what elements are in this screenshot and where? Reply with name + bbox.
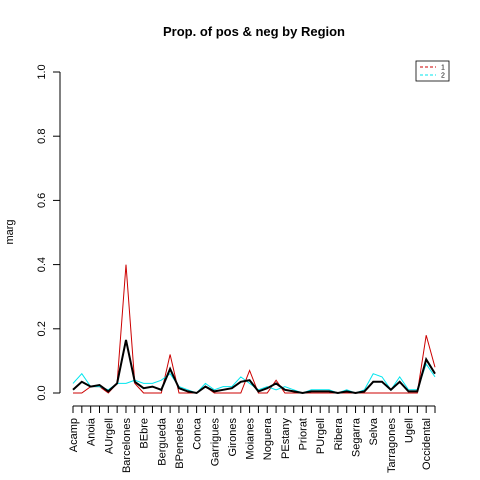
y-tick-label: 0.2 (36, 321, 48, 336)
x-axis: Acamp Anoia AUrgell Barcelones BEbre Bergueda… (68, 405, 436, 474)
x-tick-label: Ribera (333, 417, 345, 450)
x-tick-label: Noguera (262, 417, 274, 460)
x-tick-label: Ugell (404, 418, 416, 443)
y-axis: 0.0 0.2 0.4 0.6 0.8 1.0 (36, 64, 61, 401)
legend-label: 1 (441, 65, 445, 72)
series-line-2 (72, 363, 436, 394)
y-axis-label: marg (4, 219, 16, 244)
y-tick-label: 0.4 (36, 257, 48, 272)
series-line-mean (72, 339, 436, 395)
x-tick-label: Selva (368, 417, 380, 445)
x-tick-label: Tarragones (386, 418, 398, 474)
legend: 12 (415, 60, 450, 82)
x-tick-label: BPenedes (174, 418, 186, 469)
x-tick-label: Anoia (86, 417, 98, 446)
x-tick-label: Acamp (68, 418, 80, 452)
x-tick-label: Girones (227, 418, 239, 457)
y-tick-label: 0.8 (36, 129, 48, 144)
y-tick-label: 0.6 (36, 193, 48, 208)
series-line-1 (73, 264, 436, 394)
legend-box (415, 60, 450, 82)
x-tick-label: AUrgell (103, 418, 115, 454)
x-tick-label: Barcelones (121, 418, 133, 474)
x-tick-label: Segarra (351, 417, 363, 457)
x-tick-label: Moianes (245, 418, 257, 460)
y-tick-label: 0.0 (36, 385, 48, 400)
x-tick-label: Garrigues (209, 418, 221, 467)
x-tick-label: Occidental (421, 418, 433, 470)
x-tick-label: Priorat (298, 418, 310, 450)
x-tick-label: BEbre (139, 418, 151, 449)
x-tick-label: Bergueda (156, 417, 168, 466)
x-tick-label: Conca (192, 417, 204, 450)
legend-label: 2 (441, 73, 445, 80)
chart-title: Prop. of pos & neg by Region (163, 24, 345, 39)
x-tick-label: PUrgell (315, 418, 327, 454)
x-tick-label: PEstany (280, 418, 292, 459)
y-tick-label: 1.0 (36, 64, 48, 79)
series-layer (72, 264, 436, 395)
